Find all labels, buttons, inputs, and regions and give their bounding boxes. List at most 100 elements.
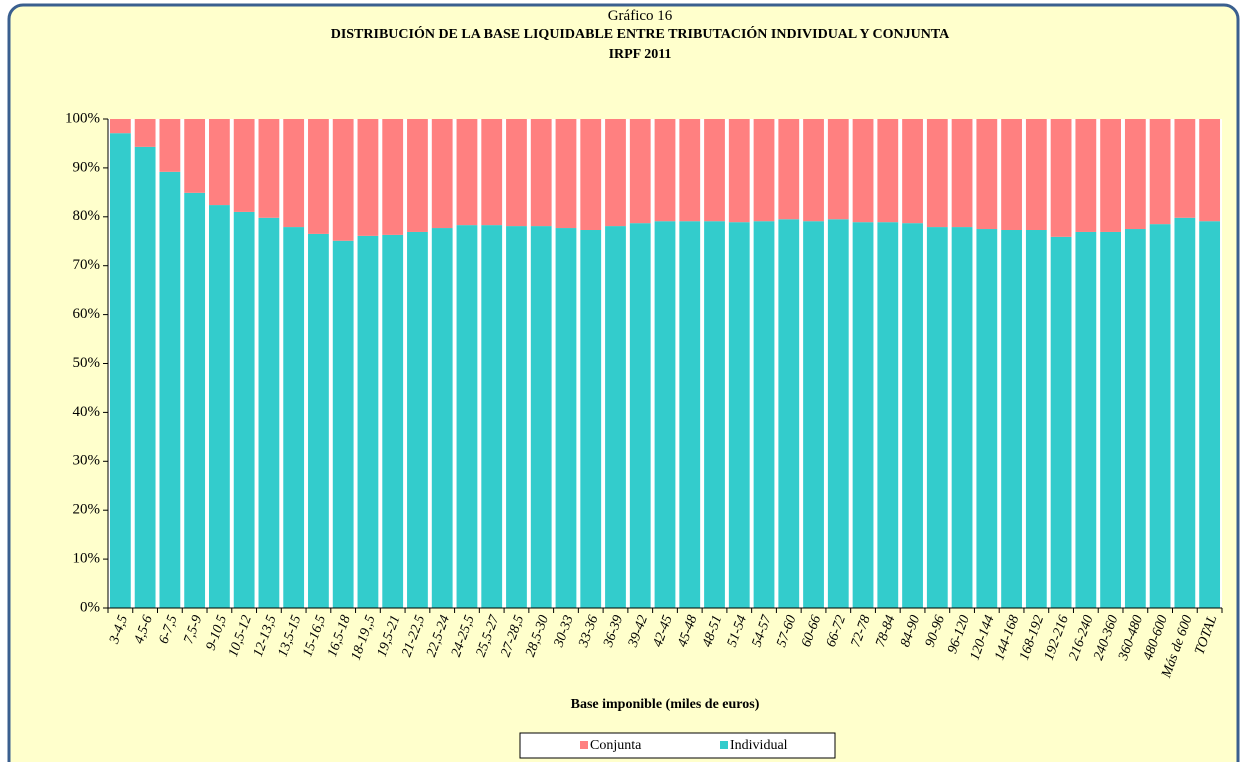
- bar-segment: [1199, 221, 1221, 609]
- bar-segment: [407, 119, 428, 232]
- bar-segment: [852, 222, 874, 608]
- bar-segment: [308, 233, 329, 609]
- y-tick-label: 70%: [73, 257, 101, 273]
- y-tick-label: 40%: [73, 404, 101, 420]
- bar-segment: [555, 228, 577, 608]
- bar-segment: [283, 119, 305, 228]
- bar-segment: [332, 119, 354, 241]
- chart-subtitle: IRPF 2011: [609, 47, 672, 62]
- bar-segment: [753, 119, 775, 222]
- bar-segment: [803, 119, 824, 222]
- bar-segment: [1075, 119, 1097, 232]
- bar-segment: [159, 171, 181, 608]
- bar-segment: [1199, 119, 1221, 222]
- bar-segment: [728, 222, 750, 608]
- x-axis-title: Base imponible (miles de euros): [571, 697, 760, 712]
- bar-segment: [506, 119, 527, 227]
- y-tick-label: 50%: [73, 355, 101, 371]
- bar-segment: [530, 226, 552, 608]
- y-tick-label: 60%: [73, 306, 101, 322]
- y-tick-label: 80%: [73, 208, 101, 224]
- bar-segment: [629, 119, 651, 224]
- bar-segment: [431, 119, 453, 229]
- bar-segment: [357, 235, 379, 608]
- y-tick-label: 0%: [80, 599, 100, 615]
- bar-segment: [951, 227, 973, 608]
- bar-segment: [654, 119, 676, 222]
- bar-segment: [456, 119, 478, 226]
- bar-segment: [258, 217, 280, 608]
- bar-segment: [184, 119, 206, 193]
- bar-segment: [778, 219, 800, 608]
- bar-segment: [1124, 119, 1146, 230]
- bar-segment: [209, 205, 230, 608]
- bar-segment: [530, 119, 552, 227]
- y-tick-label: 10%: [73, 551, 101, 567]
- bar-segment: [951, 119, 973, 228]
- bar-segment: [877, 222, 899, 608]
- bar-segment: [209, 119, 230, 206]
- bar-segment: [827, 119, 849, 220]
- bar-segment: [877, 119, 899, 223]
- bar-segment: [382, 119, 404, 235]
- y-tick-label: 30%: [73, 453, 101, 469]
- bar-segment: [605, 226, 626, 608]
- bar-segment: [654, 221, 676, 609]
- y-tick-label: 100%: [65, 110, 100, 126]
- bar-segment: [629, 223, 651, 609]
- bar-segment: [728, 119, 750, 223]
- bar-segment: [1001, 119, 1022, 231]
- bar-segment: [580, 230, 602, 609]
- bar-segment: [134, 119, 156, 147]
- bar-segment: [109, 133, 131, 608]
- y-tick-label: 90%: [73, 159, 101, 175]
- bar-segment: [159, 119, 181, 172]
- bar-segment: [902, 223, 923, 609]
- bar-segment: [827, 219, 849, 608]
- bar-segment: [1124, 229, 1146, 608]
- bar-segment: [753, 221, 775, 609]
- bar-segment: [481, 119, 503, 226]
- bar-segment: [109, 119, 131, 134]
- bar-segment: [580, 119, 602, 231]
- bar-segment: [1100, 231, 1121, 609]
- bar-segment: [679, 119, 701, 222]
- bar-segment: [134, 146, 156, 609]
- bar-segment: [308, 119, 329, 234]
- bar-segment: [1050, 119, 1072, 237]
- bar-segment: [1001, 230, 1022, 609]
- bar-segment: [283, 227, 305, 608]
- chart-label: Gráfico 16: [608, 8, 673, 24]
- bar-segment: [926, 227, 948, 608]
- legend-swatch: [720, 741, 728, 749]
- bar-segment: [233, 119, 255, 212]
- bar-segment: [258, 119, 280, 218]
- bar-segment: [1149, 119, 1171, 225]
- bar-segment: [1100, 119, 1121, 232]
- bar-segment: [803, 221, 824, 609]
- y-tick-label: 20%: [73, 502, 101, 518]
- legend-swatch: [580, 741, 588, 749]
- legend-box: [519, 732, 836, 759]
- bar-segment: [332, 240, 354, 609]
- chart-title: DISTRIBUCIÓN DE LA BASE LIQUIDABLE ENTRE…: [331, 25, 950, 42]
- legend-label: Conjunta: [590, 738, 642, 753]
- bar-segment: [1174, 119, 1196, 218]
- bar-segment: [481, 225, 503, 608]
- bar-segment: [902, 119, 923, 224]
- bar-segment: [1149, 224, 1171, 608]
- bar-segment: [926, 119, 948, 228]
- bar-segment: [704, 119, 725, 222]
- bar-segment: [976, 119, 998, 230]
- bar-segment: [1174, 217, 1196, 608]
- legend-label: Individual: [730, 738, 788, 753]
- bar-segment: [555, 119, 577, 229]
- bar-segment: [233, 211, 255, 608]
- bar-segment: [184, 192, 206, 609]
- bar-segment: [852, 119, 874, 223]
- bar-segment: [506, 226, 527, 608]
- bar-segment: [407, 231, 428, 609]
- bar-segment: [357, 119, 379, 236]
